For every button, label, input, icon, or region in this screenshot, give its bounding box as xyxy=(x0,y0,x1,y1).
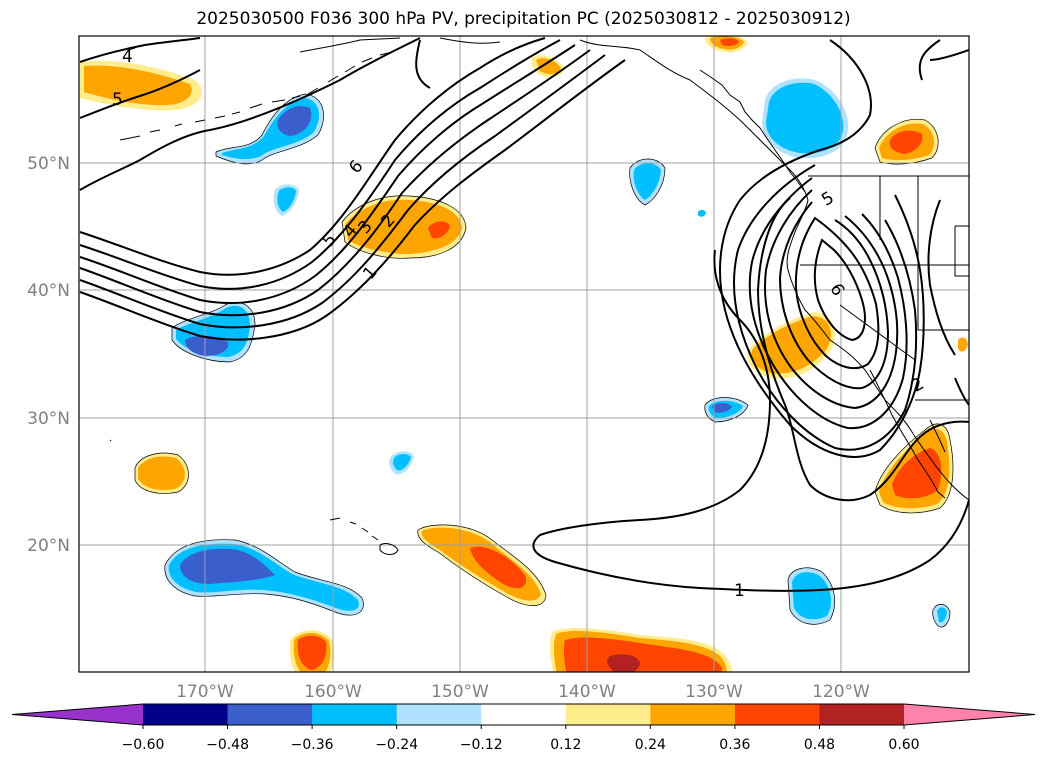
lat-label: 50°N xyxy=(27,154,70,174)
map-frame xyxy=(78,35,970,673)
colorbar: −0.60 −0.48 −0.36 −0.24 −0.12 0.12 0.24 0.36 0.4… xyxy=(11,703,1036,753)
colorbar-ticks xyxy=(142,725,905,729)
lon-label: 150°W xyxy=(431,682,489,702)
colorbar-segment xyxy=(143,704,229,725)
lon-label: 140°W xyxy=(558,682,616,702)
colorbar-segment xyxy=(481,704,567,725)
lon-label: 170°W xyxy=(176,682,234,702)
colorbar-segment xyxy=(819,704,905,725)
colorbar-tick-label: 0.48 xyxy=(804,737,835,753)
lon-label: 130°W xyxy=(685,682,743,702)
coastlines xyxy=(109,37,969,555)
lat-label: 20°N xyxy=(27,536,70,556)
colorbar-extend-max xyxy=(904,704,1035,725)
colorbar-tick-label: −0.36 xyxy=(291,737,334,753)
colorbar-tick-label: 0.60 xyxy=(888,737,919,753)
colorbar-segment xyxy=(227,704,313,725)
colorbar-segment xyxy=(312,704,398,725)
colorbar-tick-label: 0.24 xyxy=(635,737,666,753)
colorbar-tick-label: −0.60 xyxy=(122,737,165,753)
contour-label: 5 xyxy=(112,90,123,110)
colorbar-segment xyxy=(734,704,820,725)
lat-tick-labels: 50°N 40°N 30°N 20°N xyxy=(27,154,70,556)
colorbar-segments xyxy=(11,703,1036,726)
colorbar-tick-label: 0.12 xyxy=(550,737,581,753)
pv-contours xyxy=(79,37,969,592)
colorbar-segment xyxy=(396,704,482,725)
lon-label: 120°W xyxy=(812,682,870,702)
lon-label: 160°W xyxy=(304,682,362,702)
contour-label: 4 xyxy=(122,47,133,67)
colorbar-segment xyxy=(565,704,651,725)
contour-label: 1 xyxy=(734,581,745,601)
precip-outlines xyxy=(134,93,954,628)
lon-tick-labels: 170°W 160°W 150°W 140°W 130°W 120°W xyxy=(176,682,870,702)
colorbar-tick-label: −0.12 xyxy=(460,737,503,753)
map-title: 2025030500 F036 300 hPa PV, precipitatio… xyxy=(196,9,851,29)
pv-contour-1 xyxy=(756,197,969,502)
colorbar-tick-label: 0.36 xyxy=(719,737,750,753)
pv-contour-6 xyxy=(79,37,546,276)
colorbar-tick-labels: −0.60 −0.48 −0.36 −0.24 −0.12 0.12 0.24 0.36 0.4… xyxy=(122,737,920,753)
colorbar-extend-min xyxy=(12,704,143,725)
colorbar-tick-label: −0.24 xyxy=(375,737,418,753)
colorbar-segment xyxy=(650,704,736,725)
precip-fills xyxy=(80,36,968,672)
lat-label: 30°N xyxy=(27,409,70,429)
colorbar-tick-label: −0.48 xyxy=(206,737,249,753)
lat-label: 40°N xyxy=(27,281,70,301)
